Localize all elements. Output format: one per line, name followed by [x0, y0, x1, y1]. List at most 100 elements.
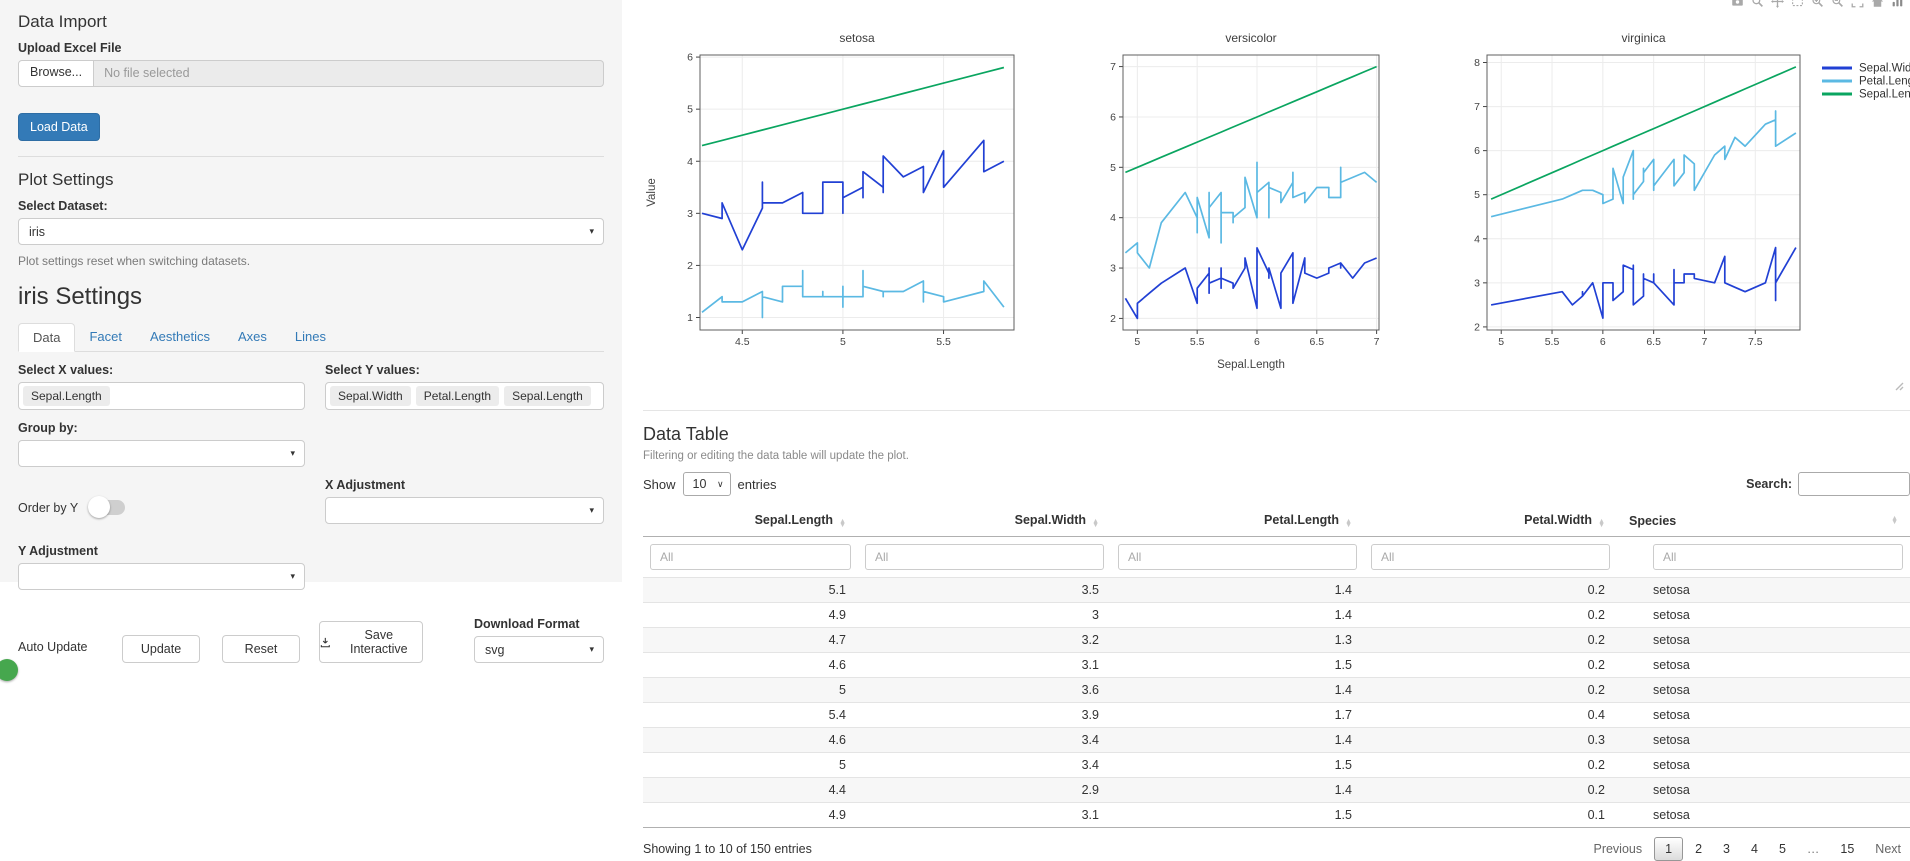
x-axis-label: Sepal.Length: [1217, 359, 1285, 371]
browse-button[interactable]: Browse...: [18, 60, 95, 87]
table-cell: 5.1: [643, 576, 858, 603]
resize-handle-icon[interactable]: [1893, 378, 1904, 396]
column-header-Sepal.Length[interactable]: Sepal.Length ▲ ▼: [643, 506, 858, 537]
chevron-down-icon: ▾: [589, 505, 594, 515]
pagination-page-15[interactable]: 15: [1840, 841, 1855, 856]
sort-icon[interactable]: ▲ ▼: [1891, 514, 1898, 526]
plot-settings-title: Plot Settings: [18, 170, 114, 189]
svg-text:5: 5: [1134, 336, 1140, 348]
load-data-button[interactable]: Load Data: [18, 113, 100, 141]
column-header-Species[interactable]: Species ▲ ▼: [1617, 506, 1910, 537]
faceted-line-chart[interactable]: 4.5 5 5.5 1 2 3 4 5 6 setosa 5 5.5 6 6.5 7 2 3 4 5 6 7 versic…: [643, 0, 1910, 398]
pagination-page-5[interactable]: 5: [1778, 841, 1786, 856]
toggle-knob: [88, 496, 111, 518]
table-row[interactable]: 4.4 2.9 1.4 0.2 setosa: [643, 776, 1910, 803]
table-search-input[interactable]: [1798, 472, 1910, 496]
update-button[interactable]: Update: [122, 635, 200, 663]
tab-lines[interactable]: Lines: [294, 329, 326, 344]
table-row[interactable]: 4.9 3 1.4 0.2 setosa: [643, 601, 1910, 628]
table-cell: 4.9: [643, 601, 858, 628]
x-adjustment-select[interactable]: ▾: [325, 497, 604, 524]
page-length-select[interactable]: 10 ∨: [682, 472, 731, 496]
select-dataset-label: Select Dataset:: [18, 199, 108, 213]
x-values-input[interactable]: Sepal.Length: [18, 382, 305, 410]
table-cell: 1.5: [1111, 751, 1364, 778]
pagination-page-4[interactable]: 4: [1750, 841, 1758, 856]
column-filter-input-Species[interactable]: [1653, 543, 1903, 570]
svg-text:7: 7: [1702, 336, 1708, 348]
reset-button[interactable]: Reset: [222, 635, 300, 663]
iris-settings-title: iris Settings: [18, 283, 143, 310]
pagination-page-3[interactable]: 3: [1723, 841, 1730, 856]
y-values-input[interactable]: Sepal.Width Petal.Length Sepal.Length: [325, 382, 604, 410]
pagination-next[interactable]: Next: [1875, 841, 1901, 856]
line-Sepal.Width: [1124, 247, 1377, 320]
table-cell: 3.4: [858, 726, 1111, 753]
pagination-page-1[interactable]: 1: [1654, 836, 1684, 861]
pan-icon[interactable]: [1771, 0, 1784, 8]
autoscale-icon[interactable]: [1851, 0, 1864, 8]
facet-title: versicolor: [1225, 31, 1276, 45]
table-row[interactable]: 4.7 3.2 1.3 0.2 setosa: [643, 626, 1910, 653]
table-row[interactable]: 5.4 3.9 1.7 0.4 setosa: [643, 701, 1910, 728]
settings-sidebar: Data Import Upload Excel File Browse... …: [0, 0, 622, 681]
column-filter-input-Sepal.Width[interactable]: [865, 543, 1104, 570]
chevron-down-icon: ▾: [589, 226, 594, 236]
camera-icon[interactable]: [1731, 0, 1744, 8]
table-cell: 3.1: [858, 651, 1111, 678]
plotly-logo-icon[interactable]: [1891, 0, 1904, 8]
svg-text:7: 7: [1474, 101, 1480, 113]
table-row[interactable]: 4.6 3.1 1.5 0.2 setosa: [643, 651, 1910, 678]
divider: [643, 410, 1910, 411]
tab-facet[interactable]: Facet: [89, 329, 122, 344]
sort-icon[interactable]: ▲ ▼: [1598, 518, 1605, 530]
table-row[interactable]: 5 3.6 1.4 0.2 setosa: [643, 676, 1910, 703]
svg-text:5.5: 5.5: [936, 336, 951, 348]
pagination-previous[interactable]: Previous: [1593, 841, 1643, 856]
select-x-label: Select X values:: [18, 363, 114, 377]
tab-axes[interactable]: Axes: [237, 329, 267, 344]
table-row[interactable]: 4.6 3.4 1.4 0.3 setosa: [643, 726, 1910, 753]
pagination-page-2[interactable]: 2: [1695, 841, 1703, 856]
column-header-Petal.Length[interactable]: Petal.Length ▲ ▼: [1111, 506, 1364, 537]
sort-icon[interactable]: ▲ ▼: [1092, 518, 1099, 530]
y-value-tag[interactable]: Sepal.Width: [330, 386, 411, 406]
pagination: Previous 1 2 3 4 5 … 15 Next: [1584, 836, 1910, 861]
table-cell: 0.2: [1364, 751, 1617, 778]
svg-text:8: 8: [1474, 57, 1480, 69]
tab-data[interactable]: Data: [18, 323, 76, 352]
table-row[interactable]: 5 3.4 1.5 0.2 setosa: [643, 751, 1910, 778]
download-format-select[interactable]: svg ▾: [474, 636, 604, 663]
zoom-out-icon[interactable]: [1831, 0, 1844, 8]
file-input[interactable]: Browse... No file selected: [18, 60, 604, 87]
zoom-icon[interactable]: [1751, 0, 1764, 8]
table-row[interactable]: 5.1 3.5 1.4 0.2 setosa: [643, 576, 1910, 603]
table-row[interactable]: 4.9 3.1 1.5 0.1 setosa: [643, 801, 1910, 828]
chevron-down-icon: ▾: [290, 571, 295, 581]
legend-label: Sepal.Length: [1859, 89, 1910, 101]
zoom-in-icon[interactable]: [1811, 0, 1824, 8]
sort-icon[interactable]: ▲ ▼: [839, 518, 846, 530]
box-select-icon[interactable]: [1791, 0, 1804, 8]
sort-icon[interactable]: ▲ ▼: [1345, 518, 1352, 530]
column-filter-input-Petal.Length[interactable]: [1118, 543, 1357, 570]
save-interactive-button[interactable]: Save Interactive: [319, 621, 423, 663]
y-value-tag[interactable]: Petal.Length: [415, 386, 500, 406]
y-adjustment-select[interactable]: ▾: [18, 563, 305, 590]
show-label: Show: [643, 476, 676, 492]
column-filter-input-Sepal.Length[interactable]: [650, 543, 851, 570]
group-by-select[interactable]: ▾: [18, 440, 305, 467]
column-header-Sepal.Width[interactable]: Sepal.Width ▲ ▼: [858, 506, 1111, 537]
order-by-y-toggle[interactable]: [88, 496, 126, 518]
column-header-Petal.Width[interactable]: Petal.Width ▲ ▼: [1364, 506, 1617, 537]
tab-aesthetics[interactable]: Aesthetics: [149, 329, 210, 344]
x-value-tag[interactable]: Sepal.Length: [23, 386, 110, 406]
table-cell: 1.4: [1111, 776, 1364, 803]
y-value-tag[interactable]: Sepal.Length: [504, 386, 591, 406]
file-selected-field: No file selected: [94, 60, 604, 87]
dataset-select[interactable]: iris ▾: [18, 218, 604, 245]
table-cell: 0.2: [1364, 676, 1617, 703]
table-cell: setosa: [1617, 751, 1910, 778]
reset-axes-icon[interactable]: [1871, 0, 1884, 8]
column-filter-input-Petal.Width[interactable]: [1371, 543, 1610, 570]
